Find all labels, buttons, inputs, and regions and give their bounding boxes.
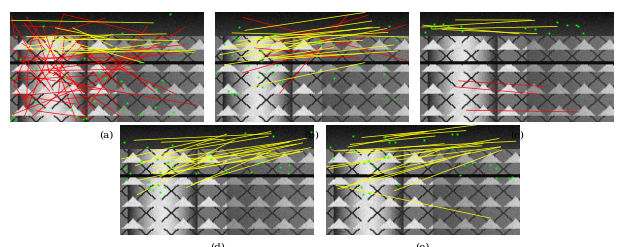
Text: (a): (a) bbox=[99, 130, 114, 139]
Text: (d): (d) bbox=[210, 243, 225, 247]
Text: (c): (c) bbox=[511, 130, 524, 139]
Text: (e): (e) bbox=[415, 243, 430, 247]
Text: (b): (b) bbox=[305, 130, 319, 139]
